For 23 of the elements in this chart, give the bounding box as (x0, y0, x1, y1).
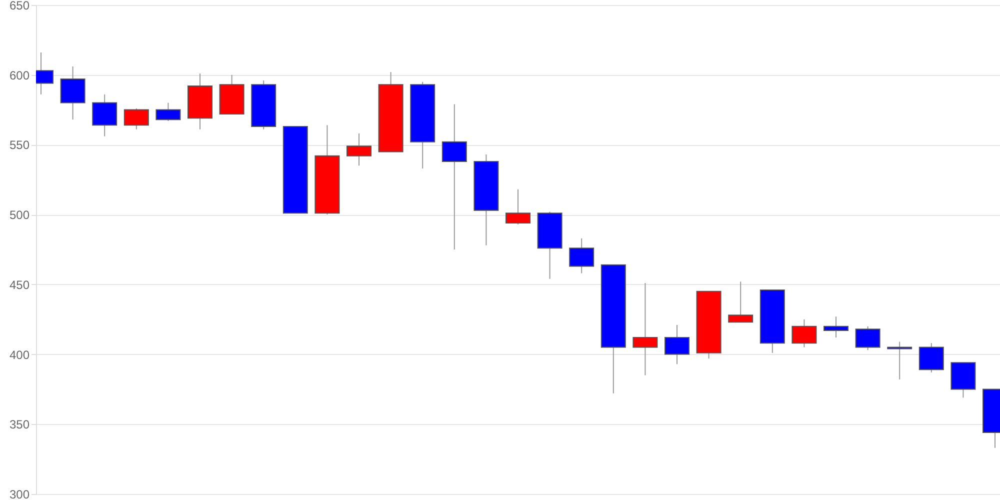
y-tick-label: 450 (9, 278, 30, 292)
y-tick-label: 400 (9, 348, 30, 362)
y-tick-label: 350 (9, 418, 30, 432)
candlestick (156, 102, 181, 122)
candlestick (632, 282, 658, 376)
y-tick-label: 500 (9, 208, 30, 222)
candlestick (124, 108, 149, 130)
y-tick-label: 600 (9, 68, 30, 82)
candlestick (918, 342, 944, 373)
candlestick (442, 104, 467, 250)
candlestick (824, 316, 848, 338)
candlestick (346, 133, 372, 166)
candlestick (92, 94, 118, 137)
candlestick (728, 281, 754, 323)
candlestick (792, 318, 817, 348)
y-tick-label: 550 (9, 138, 30, 152)
y-tick-label: 300 (9, 488, 30, 500)
candlestick (569, 238, 594, 274)
candlestick (506, 188, 530, 225)
candlestick (855, 326, 880, 351)
y-tick-label: 650 (9, 0, 30, 12)
candlestick (60, 66, 86, 120)
candlestick (664, 324, 690, 365)
